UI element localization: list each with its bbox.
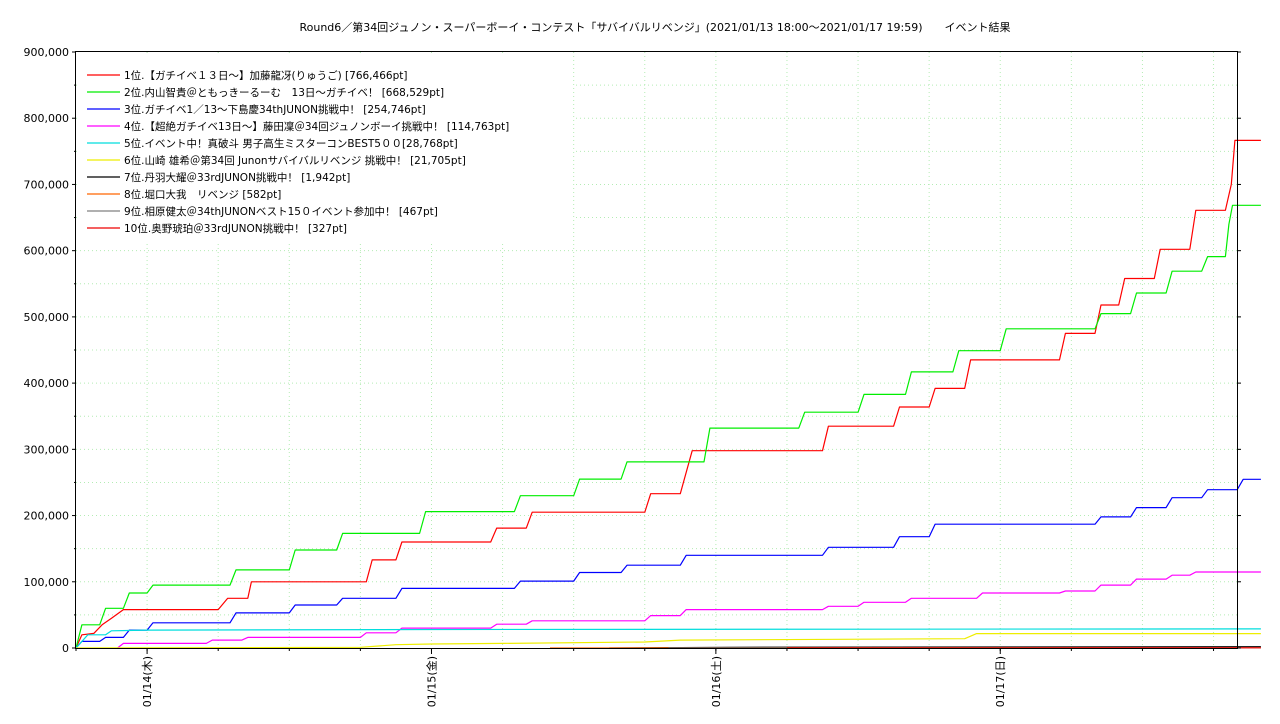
y-tick-label: 100,000 (24, 576, 70, 589)
y-tick-label: 700,000 (24, 178, 70, 191)
legend-label-5: 5位.イベント中！真破斗 男子高生ミスターコンBEST5００[28,768pt] (124, 137, 458, 150)
legend-label-6: 6位.山崎 雄希＠第34回 Junonサバイバルリベンジ 挑戦中！ [21,70… (124, 154, 466, 167)
y-tick-label: 300,000 (24, 443, 70, 456)
legend: 1位.【ガチイベ１３日〜】加藤龍冴(りゅうご) [766,466pt] 2位.内山… (77, 53, 573, 243)
legend-label-7: 7位.丹羽大耀＠33rdJUNON挑戦中！ [1,942pt] (124, 171, 350, 184)
chart-title: Round6／第34回ジュノン・スーパーボーイ・コンテスト「サバイバルリベンジ」… (299, 20, 1010, 34)
legend-label-3: 3位.ガチイベ1／13〜下島慶34thJUNON挑戦中！ [254,746pt] (124, 103, 426, 116)
series-line-6 (76, 634, 1261, 648)
y-tick-label: 500,000 (24, 311, 70, 324)
y-tick-label: 800,000 (24, 112, 70, 125)
series-line-3 (76, 479, 1261, 648)
y-tick-label: 200,000 (24, 510, 70, 523)
series-line-5 (76, 629, 1261, 648)
legend-label-9: 9位.相原健太＠34thJUNONベスト15０イベント参加中！ [467pt] (124, 205, 438, 218)
x-tick-label: 01/14(木) (141, 656, 154, 707)
legend-label-1: 1位.【ガチイベ１３日〜】加藤龍冴(りゅうご) [766,466pt] (124, 69, 407, 82)
legend-label-8: 8位.堀口大我 リベンジ [582pt] (124, 188, 281, 201)
y-tick-label: 900,000 (24, 46, 70, 59)
legend-label-4: 4位.【超絶ガチイベ13日〜】藤田凜＠34回ジュノンボーイ挑戦中！ [114,7… (124, 120, 509, 133)
legend-label-10: 10位.奥野琥珀＠33rdJUNON挑戦中！ [327pt] (124, 222, 347, 235)
x-tick-label: 01/15(金) (424, 656, 438, 707)
y-tick-label: 400,000 (24, 377, 70, 390)
x-tick-label: 01/16(土) (710, 656, 723, 707)
y-tick-label: 600,000 (24, 245, 70, 258)
y-tick-label: 0 (62, 642, 69, 655)
legend-label-2: 2位.内山智貴＠ともっきーるーむ 13日〜ガチイベ！ [668,529pt] (124, 86, 444, 99)
x-tick-label: 01/17(日) (994, 656, 1007, 707)
